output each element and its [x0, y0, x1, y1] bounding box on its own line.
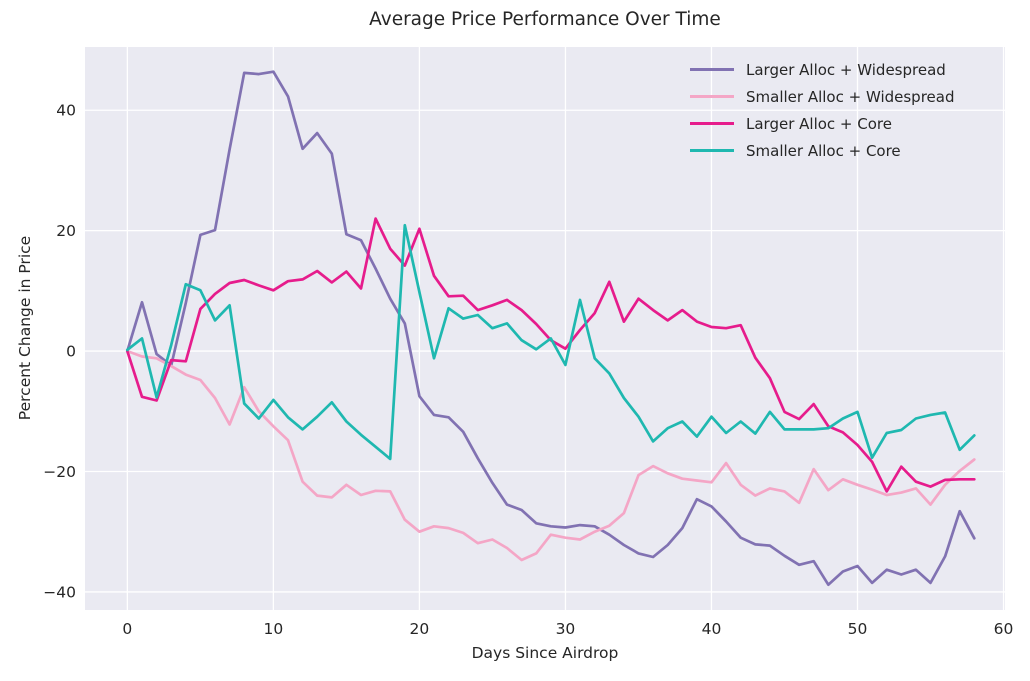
legend-line-swatch: [690, 122, 734, 125]
x-tick-label: 20: [410, 620, 430, 638]
y-tick-label: −20: [43, 463, 76, 481]
series-line: [125, 70, 976, 587]
series-line: [125, 349, 976, 562]
y-tick-label: 20: [56, 222, 76, 240]
legend-item: Smaller Alloc + Widespread: [690, 87, 954, 106]
y-tick-label: 0: [66, 343, 76, 361]
chart-title: Average Price Performance Over Time: [369, 9, 721, 30]
legend-item: Larger Alloc + Widespread: [690, 60, 954, 79]
legend-item: Smaller Alloc + Core: [690, 141, 954, 160]
legend-label: Larger Alloc + Core: [746, 114, 892, 133]
y-axis-label: Percent Change in Price: [16, 235, 34, 421]
x-tick-label: 60: [994, 620, 1014, 638]
series-line: [125, 223, 976, 461]
legend-label: Larger Alloc + Widespread: [746, 60, 946, 79]
y-tick-label: 40: [56, 102, 76, 120]
legend-line-swatch: [690, 68, 734, 71]
x-tick-label: 10: [264, 620, 284, 638]
x-tick-label: 50: [848, 620, 868, 638]
legend: Larger Alloc + Widespread Smaller Alloc +…: [690, 60, 954, 160]
legend-label: Smaller Alloc + Widespread: [746, 87, 955, 106]
legend-label: Smaller Alloc + Core: [746, 141, 901, 160]
x-tick-label: 40: [702, 620, 722, 638]
x-axis-label: Days Since Airdrop: [471, 644, 619, 662]
x-tick-label: 30: [556, 620, 576, 638]
y-tick-label: −40: [43, 583, 76, 601]
plot-background: [85, 47, 1005, 610]
legend-item: Larger Alloc + Core: [690, 114, 954, 133]
legend-line-swatch: [690, 95, 734, 98]
x-tick-label: 0: [122, 620, 132, 638]
legend-line-swatch: [690, 149, 734, 152]
